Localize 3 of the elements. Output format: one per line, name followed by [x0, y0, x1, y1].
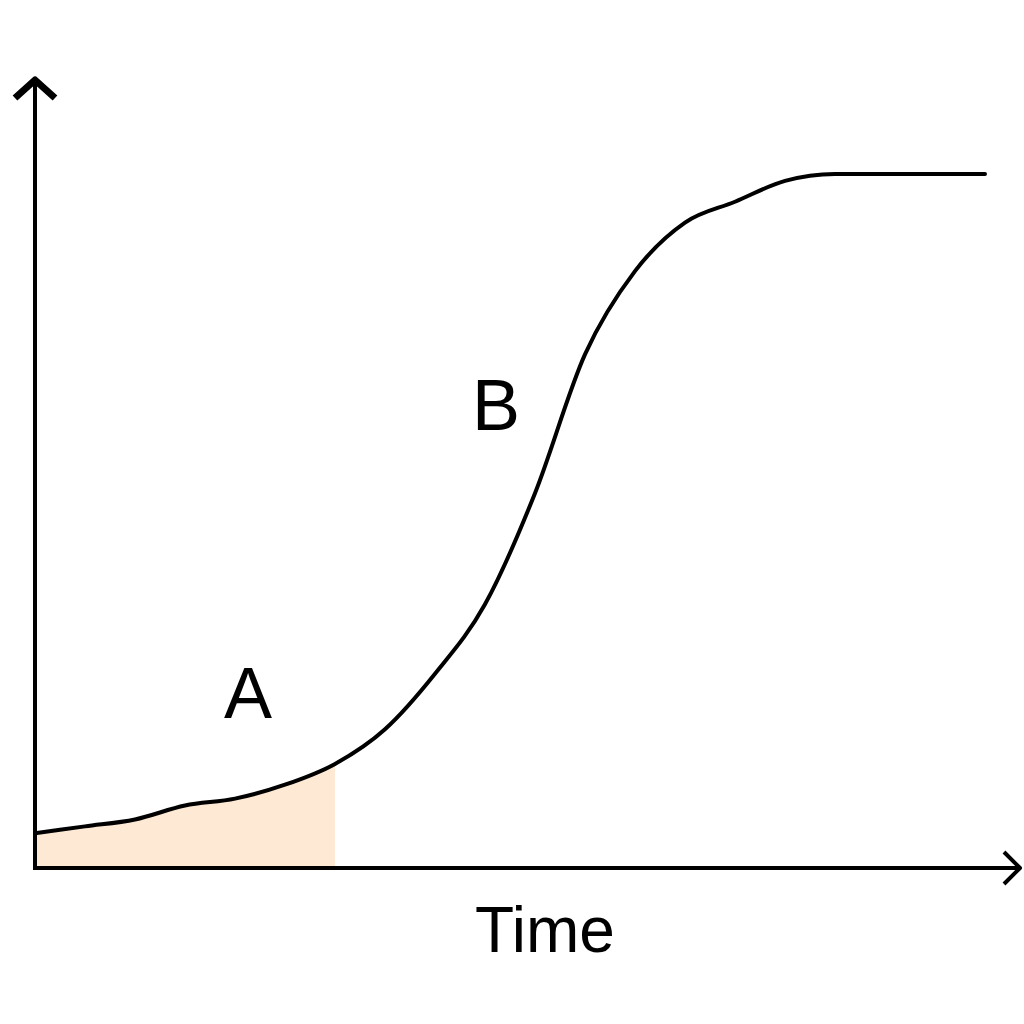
annotation: B [471, 365, 521, 445]
x-axis-title: Time [475, 894, 615, 966]
annotation: A [223, 653, 273, 733]
